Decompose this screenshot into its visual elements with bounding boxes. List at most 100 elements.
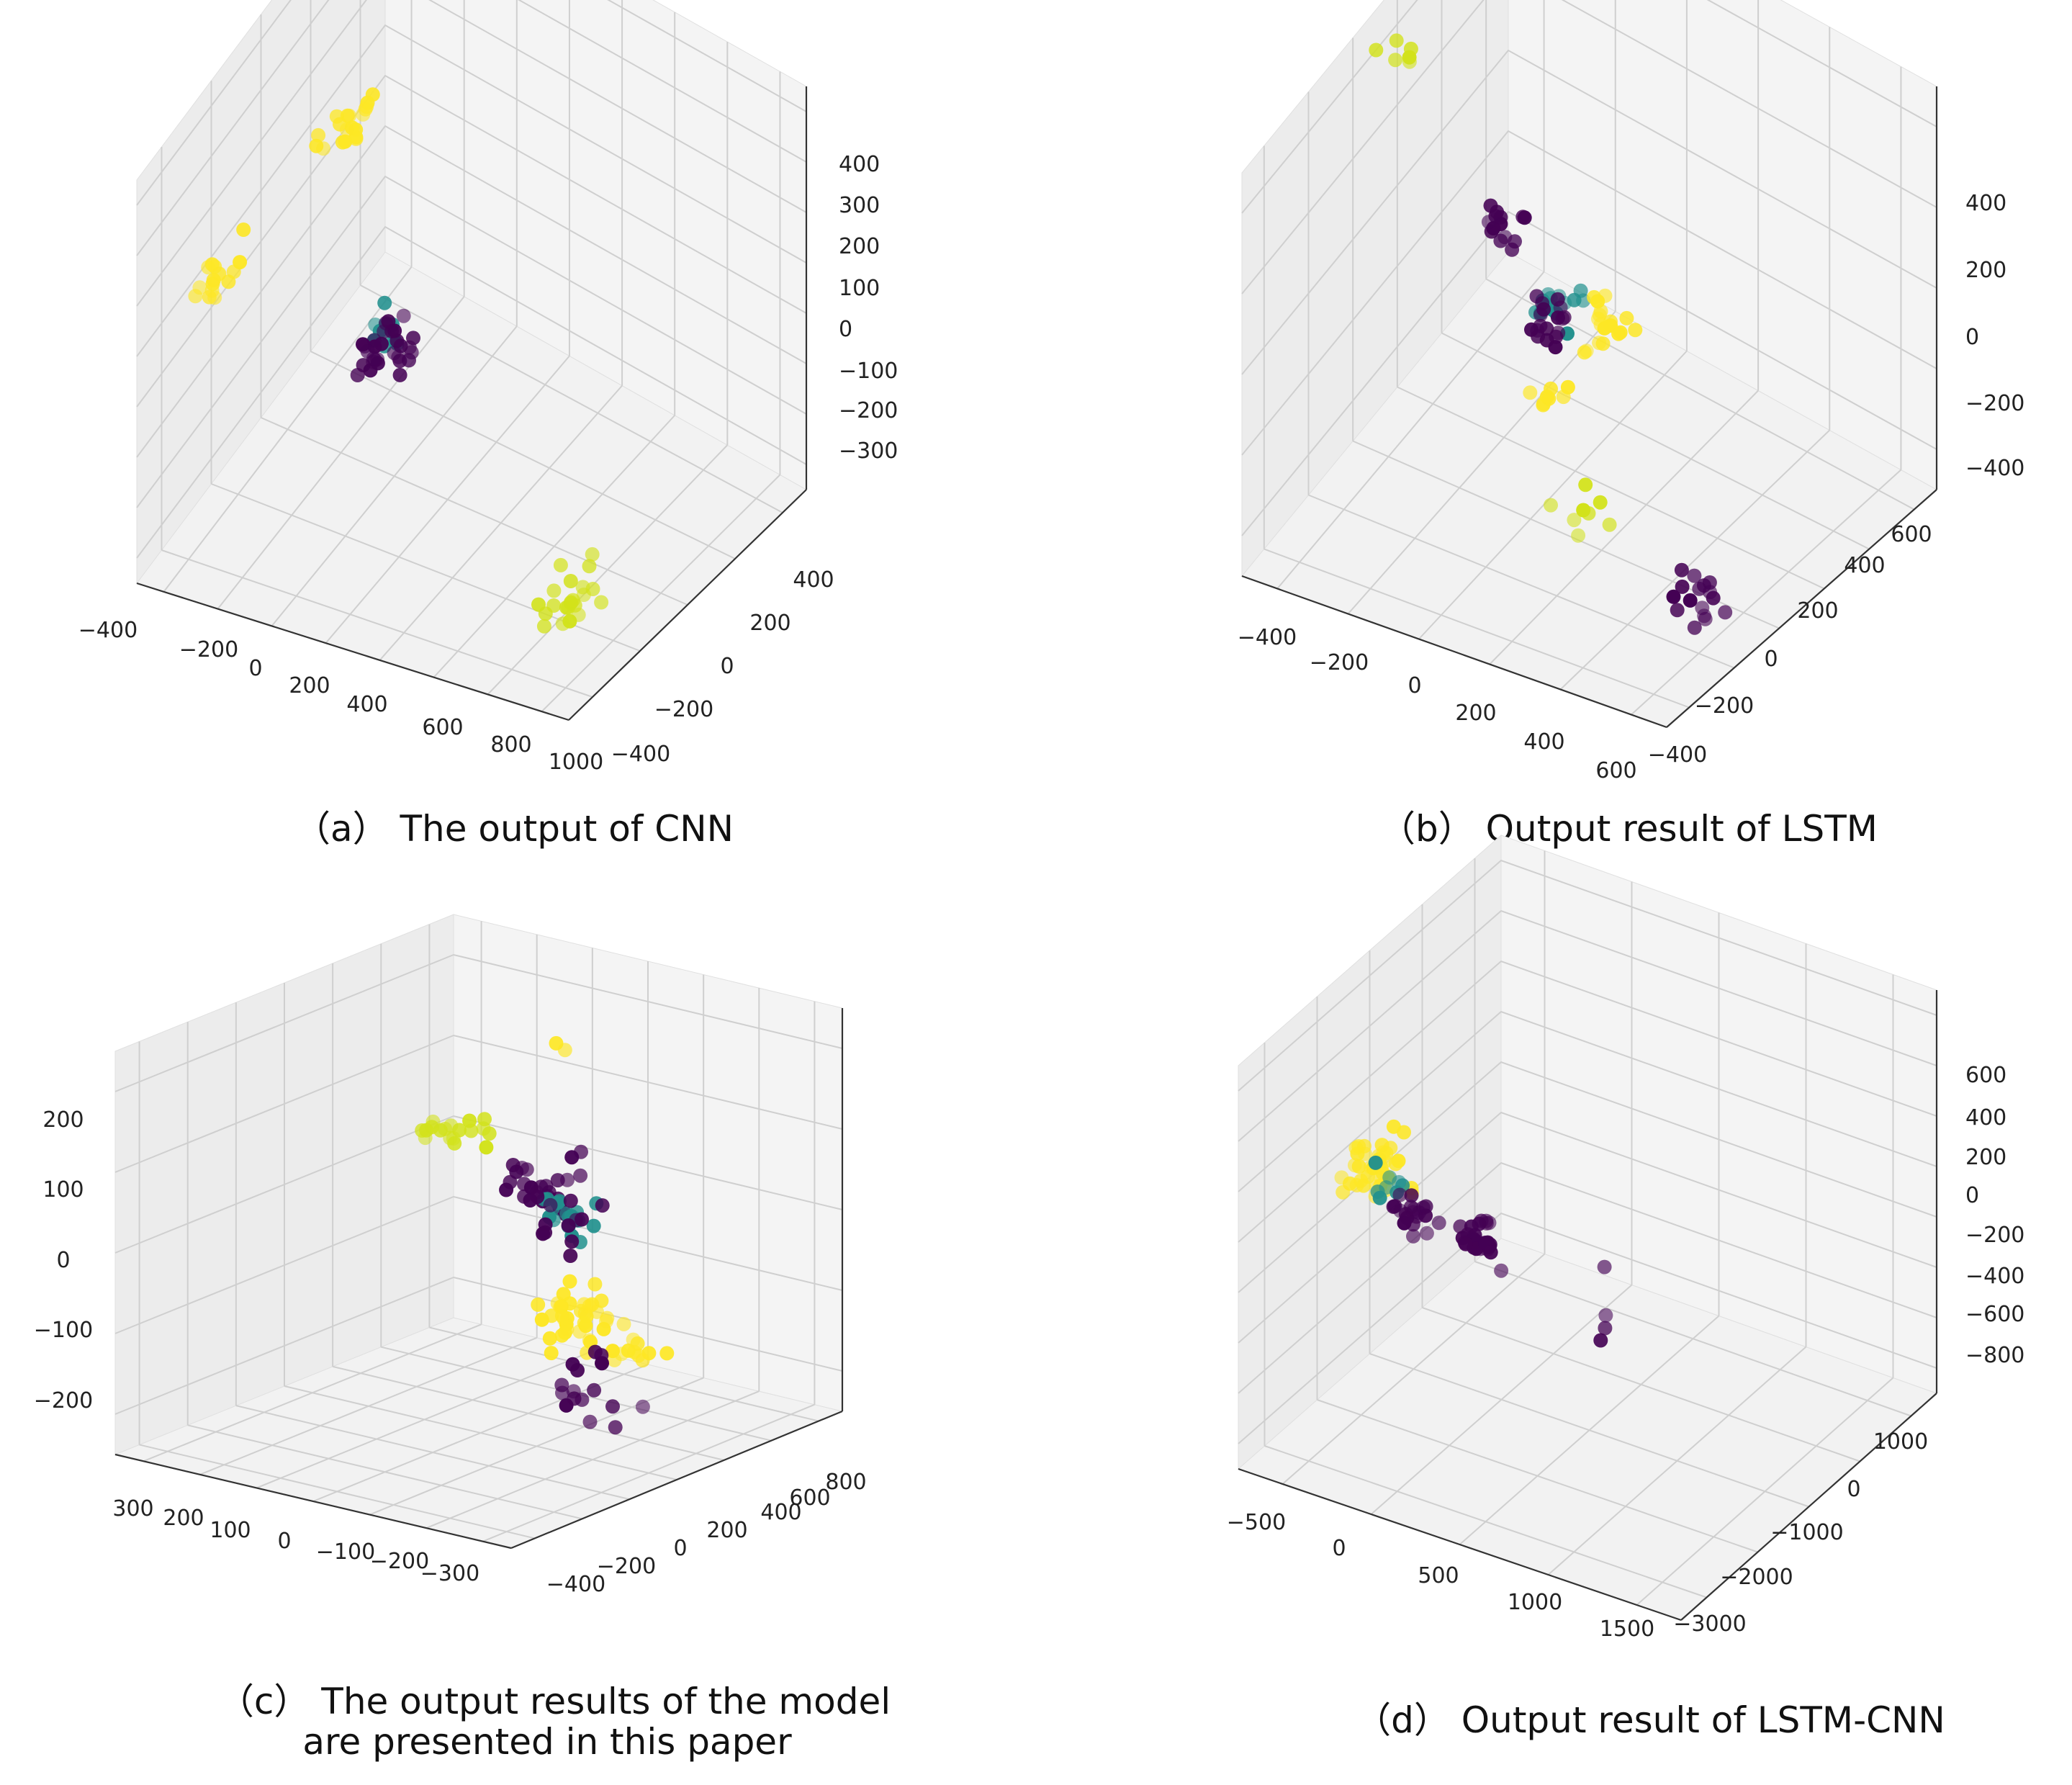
scatter-point (573, 1168, 588, 1183)
grid-z (1238, 909, 1937, 1142)
scatter-point (565, 593, 580, 608)
scatter-point (479, 1140, 494, 1155)
scatter-point (531, 597, 546, 612)
y-tick-label: −200 (597, 1554, 656, 1579)
scatter-point (1531, 329, 1546, 344)
x-tick-label: 400 (1523, 729, 1564, 755)
scatter-point (582, 559, 597, 574)
y-tick-label: −200 (1695, 693, 1754, 719)
scatter-point (1479, 1215, 1494, 1231)
scatter-point (1602, 517, 1617, 532)
scatter-point (605, 1344, 620, 1359)
panel-caption: （d） Output result of LSTM-CNN (1355, 1699, 1945, 1741)
x-tick-label: 0 (277, 1529, 291, 1554)
z-tick-label: 200 (1965, 1145, 2006, 1170)
scatter-point (546, 598, 562, 613)
scatter-point (1372, 1190, 1387, 1205)
scatter-point (543, 1197, 558, 1213)
z-tick-label: −400 (1965, 456, 2024, 481)
scatter-point (1483, 1245, 1498, 1260)
y-tick-label: 0 (1847, 1477, 1860, 1502)
y-tick-label: 400 (760, 1500, 801, 1525)
scatter-point (464, 1123, 479, 1138)
grid-y (284, 1385, 677, 1480)
grid-y (187, 1424, 582, 1520)
grid-y (261, 417, 688, 606)
scatter-point (1402, 54, 1417, 69)
scatter-point (1481, 215, 1496, 230)
grid-z (1241, 49, 1937, 375)
scatter-point (443, 1118, 459, 1133)
scatter-point (418, 1130, 433, 1146)
x-tick-label: −200 (1310, 650, 1369, 675)
grid-z (1238, 1212, 1937, 1444)
x-axis-line (1241, 575, 1667, 729)
y-tick-label: 200 (1797, 598, 1838, 624)
grid-y (1474, 1261, 1911, 1417)
grid-y (1264, 1445, 1707, 1599)
grid-y (1264, 548, 1690, 709)
scatter-point (1683, 593, 1698, 608)
scatter-point (594, 595, 609, 610)
scatter-point (1603, 314, 1618, 329)
y-tick-label: −1000 (1770, 1520, 1843, 1545)
x-tick-label: 0 (248, 656, 262, 681)
y-tick-label: −200 (654, 697, 713, 722)
grid-y (1397, 386, 1825, 590)
z-tick-label: 200 (1965, 258, 2006, 283)
x-tick-label: 300 (112, 1496, 153, 1521)
scatter-point (236, 222, 251, 237)
x-tick-label: 1500 (1600, 1617, 1654, 1642)
scatter-point (1418, 1199, 1433, 1214)
scatter-point (536, 619, 551, 634)
z-tick-label: −400 (1965, 1264, 2024, 1289)
scatter-point (582, 1414, 598, 1429)
grid-y (235, 1405, 630, 1501)
panel-b: −400−2000200400600−400−20002004006004002… (1238, 0, 2024, 850)
grid-z (114, 1115, 843, 1254)
scatter-point (562, 613, 577, 629)
y-tick-label: 200 (749, 611, 790, 636)
x-tick-label: 0 (1407, 673, 1421, 698)
scatter-point (659, 1346, 675, 1361)
scatter-point (1674, 562, 1689, 577)
scatter-point (1388, 53, 1403, 68)
scatter-point (356, 107, 371, 122)
x-tick-label: 600 (1595, 758, 1636, 783)
y-tick-label: 200 (706, 1518, 747, 1543)
scatter-point (476, 1121, 491, 1136)
scatter-point (1567, 513, 1582, 528)
scatter-point (1353, 1173, 1369, 1188)
scatter-point (1369, 42, 1384, 58)
y-tick-label: 600 (1891, 522, 1932, 547)
y-tick-label: 800 (825, 1470, 866, 1495)
scatter-point (586, 1218, 601, 1233)
scatter-point (1595, 336, 1611, 351)
scatter-point (1675, 579, 1690, 594)
scatter-point (556, 1287, 571, 1302)
scatter-point (366, 351, 381, 366)
scatter-point (396, 308, 411, 323)
scatter-point (1529, 289, 1544, 304)
grid-z (1241, 210, 1937, 536)
grid-z (1238, 1111, 1937, 1344)
scatter-point (1590, 294, 1605, 309)
x-tick-label: 200 (1455, 701, 1496, 726)
grid-z (136, 0, 807, 307)
x-tick-label: 500 (1418, 1563, 1459, 1588)
scatter-point (1613, 325, 1628, 340)
grid-y (360, 284, 783, 513)
scatter-point (339, 122, 354, 138)
scatter-point (1718, 605, 1733, 620)
y-tick-label: −400 (546, 1572, 605, 1597)
z-tick-label: −100 (839, 359, 898, 384)
x-axis-line (1238, 1467, 1682, 1622)
scatter-point (1397, 1215, 1412, 1231)
scatter-point (1597, 1259, 1612, 1274)
z-tick-label: −200 (1965, 391, 2024, 416)
scatter-point (204, 257, 220, 272)
z-tick-label: −200 (34, 1388, 93, 1413)
scatter-point (595, 1356, 609, 1371)
